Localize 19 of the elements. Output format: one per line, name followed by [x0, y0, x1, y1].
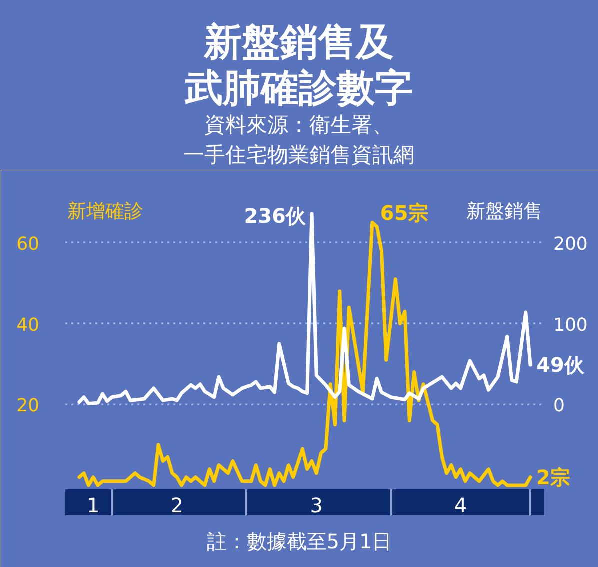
chart-title: 新盤銷售及武肺確診數字	[184, 19, 414, 111]
data-label: 49伙	[536, 353, 586, 378]
y2-axis-title: 新盤銷售	[466, 200, 542, 222]
y-axis-title: 新增確診	[68, 200, 144, 222]
text: 註：數據截至5月1日	[206, 530, 392, 554]
source-note: 資料來源：衛生署、一手住宅物業銷售資訊網	[184, 112, 414, 169]
x-tick-label: 4	[454, 494, 468, 518]
y-tick-label: 20	[16, 396, 40, 417]
y2-tick-label: 100	[554, 314, 588, 336]
y2-tick-label: 200	[554, 234, 588, 255]
y-tick-label: 40	[16, 314, 40, 336]
x-tick-label: 2	[170, 494, 184, 518]
y2-tick-label: 0	[554, 396, 565, 417]
data-label: 2宗	[536, 465, 570, 490]
x-tick-label: 1	[87, 494, 100, 518]
data-label: 236伙	[244, 204, 307, 228]
x-tick-label: 3	[310, 494, 323, 518]
y-tick-label: 60	[16, 234, 40, 255]
data-label: 65宗	[380, 200, 428, 225]
